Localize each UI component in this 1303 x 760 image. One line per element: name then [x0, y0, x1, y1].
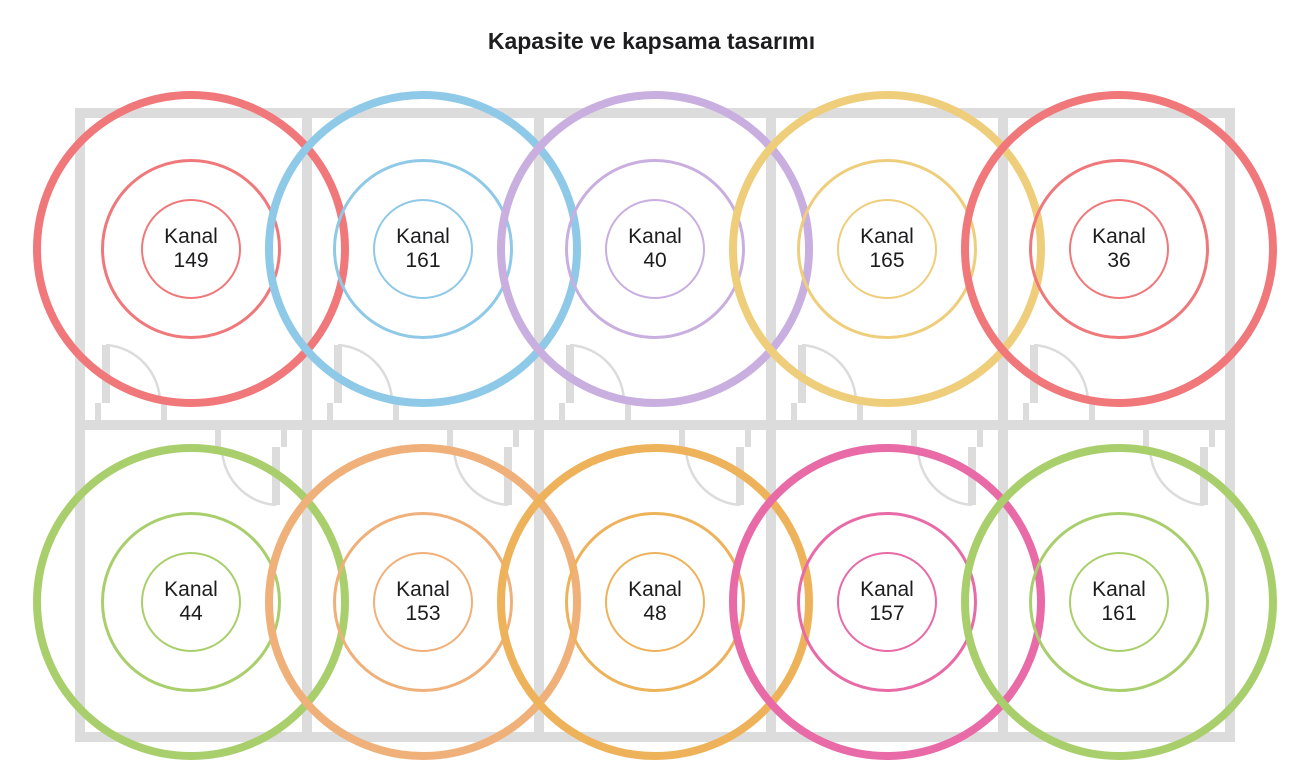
ap-label-channel: 161 — [1092, 602, 1146, 626]
ap-label: Kanal149 — [164, 224, 218, 272]
ap-label-word: Kanal — [164, 577, 218, 601]
ap-label-word: Kanal — [1092, 577, 1146, 601]
ap-label: Kanal161 — [1092, 577, 1146, 625]
diagram-title: Kapasite ve kapsama tasarımı — [0, 28, 1303, 55]
ap-label: Kanal165 — [860, 224, 914, 272]
ap-label-channel: 161 — [396, 249, 450, 273]
ap-label-word: Kanal — [628, 224, 682, 248]
ap-label-channel: 44 — [164, 602, 218, 626]
ap-label: Kanal153 — [396, 577, 450, 625]
ap-label: Kanal40 — [628, 224, 682, 272]
access-point: Kanal36 — [961, 91, 1277, 407]
ap-label-channel: 36 — [1092, 249, 1146, 273]
access-point: Kanal161 — [961, 444, 1277, 760]
ap-label-word: Kanal — [396, 577, 450, 601]
ap-label-word: Kanal — [396, 224, 450, 248]
ap-label-word: Kanal — [1092, 224, 1146, 248]
ap-label-channel: 153 — [396, 602, 450, 626]
ap-label-channel: 48 — [628, 602, 682, 626]
ap-label: Kanal161 — [396, 224, 450, 272]
ap-label-channel: 157 — [860, 602, 914, 626]
ap-label-channel: 40 — [628, 249, 682, 273]
ap-label-word: Kanal — [860, 577, 914, 601]
ap-label-channel: 149 — [164, 249, 218, 273]
ap-label-channel: 165 — [860, 249, 914, 273]
ap-label: Kanal48 — [628, 577, 682, 625]
ap-label-word: Kanal — [628, 577, 682, 601]
ap-label-word: Kanal — [164, 224, 218, 248]
ap-label: Kanal157 — [860, 577, 914, 625]
ap-label: Kanal44 — [164, 577, 218, 625]
ap-label: Kanal36 — [1092, 224, 1146, 272]
ap-label-word: Kanal — [860, 224, 914, 248]
